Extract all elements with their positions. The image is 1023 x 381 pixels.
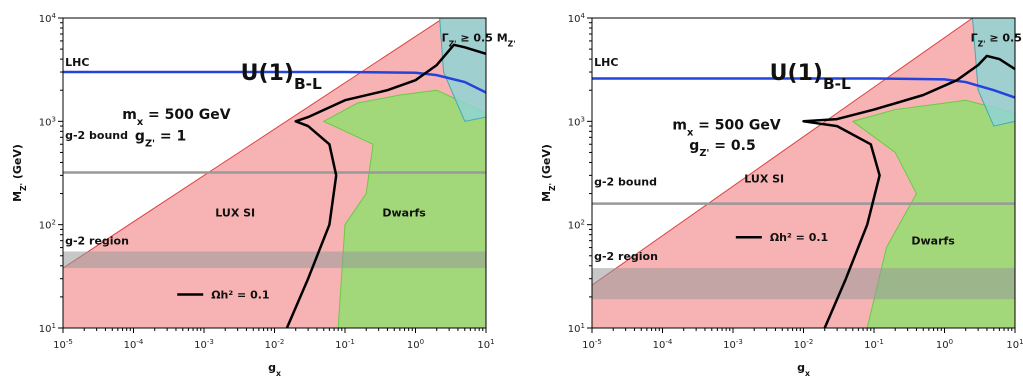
benchmark-mass: mx = 500 GeV bbox=[122, 107, 230, 128]
width-region bbox=[972, 18, 1015, 127]
x-tick-label: 10-1 bbox=[335, 338, 355, 351]
y-tick-label: 103 bbox=[568, 115, 585, 128]
dwarfs-label: Dwarfs bbox=[382, 206, 426, 219]
g2-bound-label: g-2 bound bbox=[594, 175, 657, 188]
y-tick-label: 101 bbox=[568, 322, 585, 335]
x-tick-label: 10-5 bbox=[582, 338, 602, 351]
y-tick-label: 103 bbox=[39, 115, 56, 128]
relic-curve bbox=[802, 54, 1015, 328]
g2-region-band bbox=[592, 268, 1015, 300]
x-tick-label: 10-2 bbox=[265, 338, 285, 351]
benchmark-coupling: gZ' = 0.5 bbox=[689, 138, 755, 159]
g2-bound-label: g-2 bound bbox=[65, 129, 128, 142]
benchmark-mass: mx = 500 GeV bbox=[672, 118, 780, 139]
x-tick-label: 10-3 bbox=[723, 338, 743, 351]
x-tick-label: 100 bbox=[936, 338, 953, 351]
lhc-line bbox=[63, 70, 486, 94]
y-tick-label: 104 bbox=[39, 12, 57, 25]
chart-title: U(1)B-L bbox=[770, 61, 851, 93]
plot-area bbox=[592, 18, 1015, 328]
width-label: ΓZ' ≥ 0.5 MZ' bbox=[442, 31, 516, 48]
y-tick-label: 102 bbox=[39, 219, 56, 232]
g2-region-label: g-2 region bbox=[594, 250, 658, 263]
lhc-line bbox=[592, 77, 1015, 99]
x-tick-label: 10-4 bbox=[653, 338, 673, 351]
lux-label: LUX SI bbox=[744, 172, 784, 185]
g2-region-label: g-2 region bbox=[65, 234, 129, 247]
relic-legend-label: Ωh² = 0.1 bbox=[211, 289, 269, 302]
plot-area bbox=[63, 18, 486, 328]
g2-region-band bbox=[63, 251, 486, 269]
y-tick-label: 101 bbox=[39, 322, 56, 335]
x-tick-label: 10-5 bbox=[53, 338, 73, 351]
x-tick-label: 10-2 bbox=[794, 338, 814, 351]
y-tick-label: 104 bbox=[568, 12, 586, 25]
relic-curve bbox=[285, 43, 486, 328]
x-tick-label: 10-3 bbox=[194, 338, 214, 351]
y-axis-label: MZ' (GeV) bbox=[540, 144, 557, 202]
panel-2: 10-5 10-4 10-3 10-2 10-1 100 101 101 102 103 104 gx… bbox=[540, 12, 1023, 378]
lhc-label: LHC bbox=[594, 56, 618, 69]
dwarfs-label: Dwarfs bbox=[911, 234, 955, 247]
benchmark-coupling: gZ' = 1 bbox=[135, 128, 186, 149]
lux-label: LUX SI bbox=[215, 206, 255, 219]
x-tick-label: 101 bbox=[477, 338, 494, 351]
x-tick-label: 100 bbox=[407, 338, 424, 351]
dwarfs-region bbox=[322, 89, 486, 328]
lux-boundary bbox=[63, 18, 444, 269]
chart-title: U(1)B-L bbox=[241, 61, 322, 93]
y-tick-label: 102 bbox=[568, 219, 585, 232]
lhc-label: LHC bbox=[65, 56, 89, 69]
x-tick-label: 101 bbox=[1006, 338, 1023, 351]
width-region bbox=[439, 18, 486, 122]
y-axis-label: MZ' (GeV) bbox=[11, 144, 28, 202]
lux-boundary bbox=[592, 18, 973, 286]
x-tick-label: 10-4 bbox=[124, 338, 144, 351]
panel-1: 10-5 10-4 10-3 10-2 10-1 100 101 101 102 103 104 gx… bbox=[11, 12, 516, 378]
relic-legend-label: Ωh² = 0.1 bbox=[770, 231, 828, 244]
width-label: ΓZ' ≥ 0.5 MZ' bbox=[971, 31, 1023, 48]
x-tick-label: 10-1 bbox=[864, 338, 884, 351]
x-axis-label: gx bbox=[268, 361, 281, 378]
x-axis-label: gx bbox=[797, 361, 810, 378]
